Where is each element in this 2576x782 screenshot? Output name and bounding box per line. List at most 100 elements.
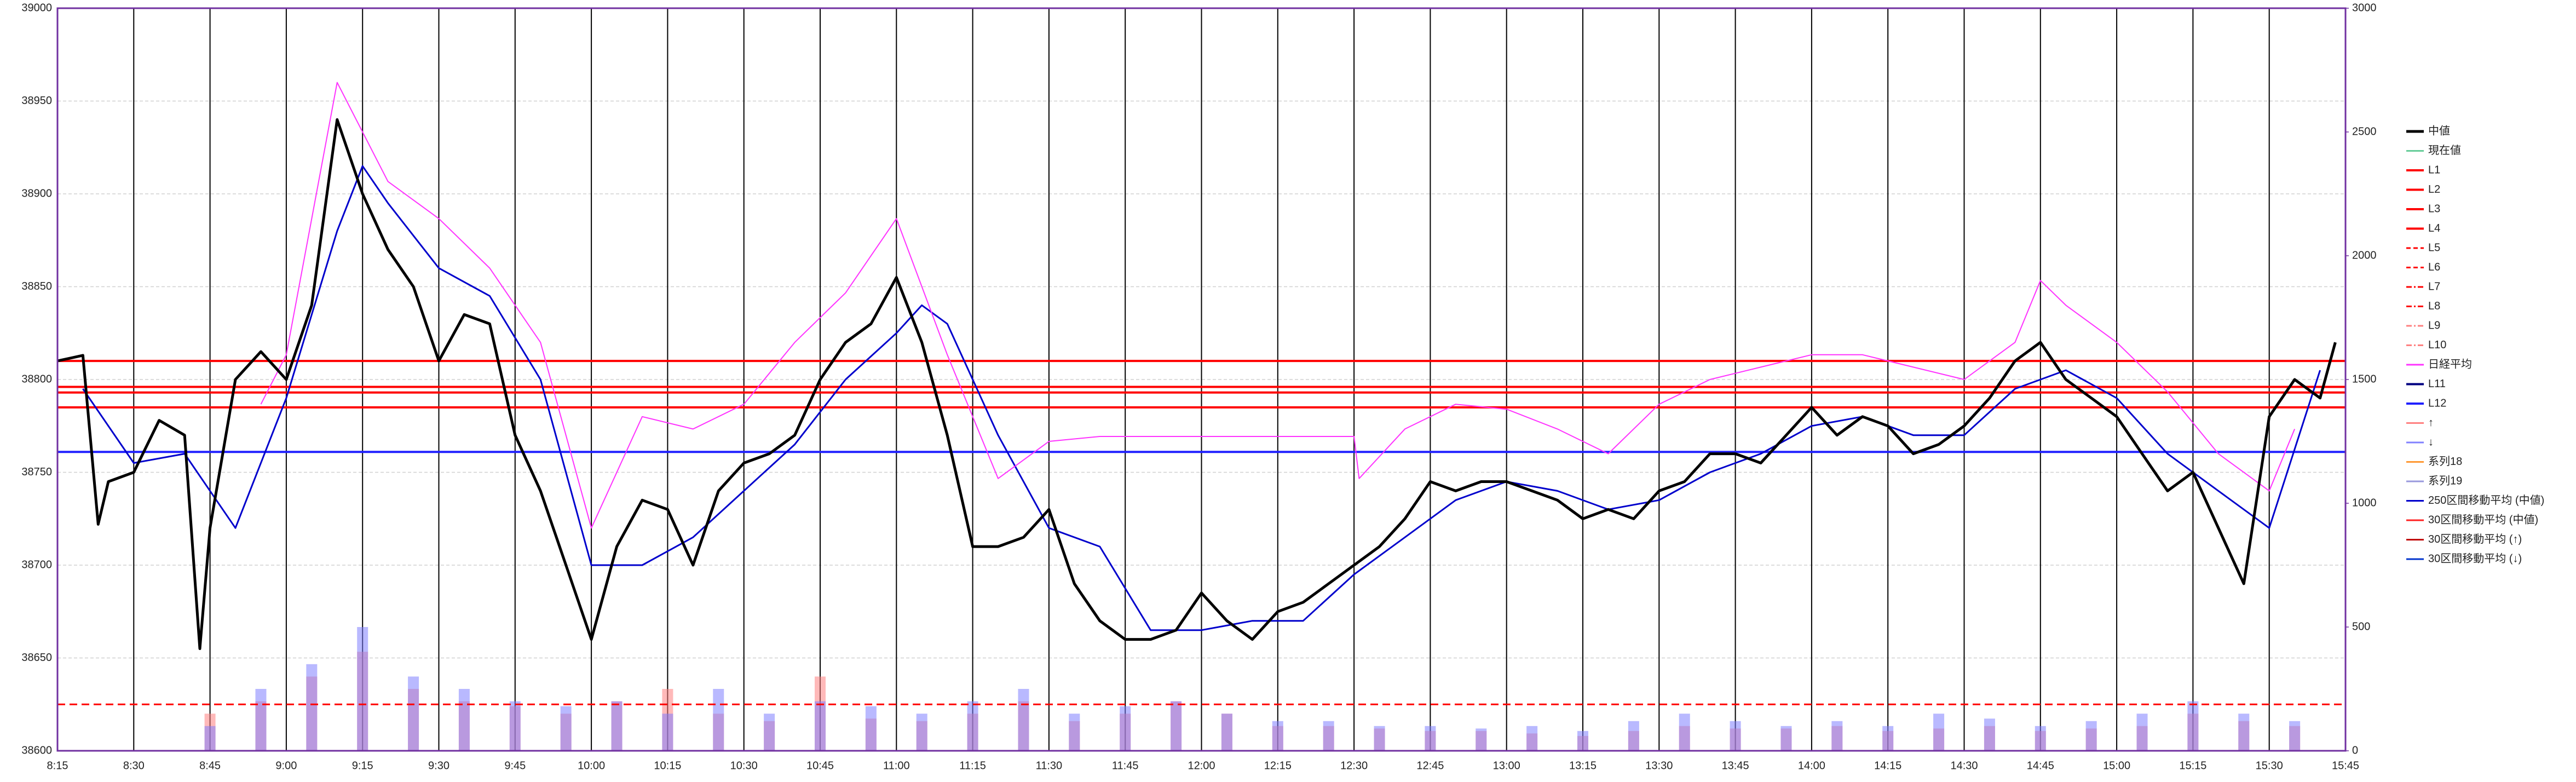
volume-bar [2136, 714, 2148, 751]
x-tick-label: 11:30 [1036, 760, 1063, 772]
y2-tick-label: 3000 [2352, 2, 2377, 14]
volume-bar [1526, 726, 1538, 751]
volume-bar [408, 676, 419, 751]
volume-bar [611, 701, 623, 751]
x-tick-label: 10:00 [578, 760, 605, 772]
volume-bar [713, 689, 724, 751]
x-tick-label: 13:30 [1645, 760, 1673, 772]
legend-label: ↓ [2428, 436, 2434, 448]
volume-bar [1730, 721, 1741, 751]
volume-bar [255, 689, 267, 751]
legend-label: L10 [2428, 339, 2446, 351]
x-tick-label: 12:45 [1416, 760, 1444, 772]
x-tick-label: 9:45 [504, 760, 526, 772]
y-tick-label: 38700 [21, 559, 52, 571]
volume-bar [1018, 689, 1029, 751]
y-tick-label: 38950 [21, 95, 52, 107]
y2-tick-label: 2000 [2352, 249, 2377, 261]
volume-bar [1933, 714, 1945, 751]
y2-tick-label: 1000 [2352, 497, 2377, 509]
volume-bar [1221, 714, 1232, 751]
volume-bar [916, 714, 927, 751]
volume-bar [2289, 721, 2301, 751]
y-tick-label: 39000 [21, 2, 52, 14]
series-line [260, 82, 2296, 529]
volume-bar [357, 627, 368, 751]
x-tick-label: 15:45 [2332, 760, 2359, 772]
x-tick-label: 11:00 [883, 760, 910, 772]
x-tick-label: 8:15 [47, 760, 68, 772]
x-tick-label: 11:45 [1112, 760, 1139, 772]
volume-bar [1780, 726, 1792, 751]
x-tick-label: 10:45 [806, 760, 834, 772]
volume-bar [1120, 706, 1131, 751]
x-tick-label: 14:45 [2027, 760, 2054, 772]
legend-label: 中値 [2428, 124, 2450, 137]
legend-label: 30区間移動平均 (中値) [2428, 513, 2538, 526]
legend-label: 250区間移動平均 (中値) [2428, 494, 2544, 507]
legend-label: 系列19 [2428, 474, 2462, 487]
y-tick-label: 38850 [21, 280, 52, 292]
volume-bar [1272, 721, 1283, 751]
legend-label: L1 [2428, 164, 2440, 176]
volume-bar [1831, 721, 1843, 751]
volume-bar [1374, 726, 1385, 751]
legend-label: L11 [2428, 378, 2446, 390]
x-tick-label: 13:00 [1493, 760, 1520, 772]
x-tick-label: 8:30 [123, 760, 145, 772]
x-tick-label: 14:30 [1950, 760, 1978, 772]
y-tick-label: 38800 [21, 373, 52, 385]
volume-bar [1476, 728, 1487, 751]
x-tick-label: 8:45 [199, 760, 221, 772]
volume-bar [1679, 714, 1690, 751]
legend-label: 30区間移動平均 (↑) [2428, 533, 2522, 545]
x-tick-label: 9:30 [428, 760, 449, 772]
volume-bar [2035, 726, 2046, 751]
x-tick-label: 12:15 [1264, 760, 1292, 772]
volume-bar [204, 726, 216, 751]
y-tick-label: 38600 [21, 744, 52, 756]
y-tick-label: 38650 [21, 652, 52, 664]
series-line [57, 118, 2337, 650]
volume-bar [662, 714, 673, 751]
legend-label: L7 [2428, 280, 2440, 292]
y2-tick-label: 2500 [2352, 125, 2377, 137]
x-tick-label: 11:15 [959, 760, 986, 772]
volume-bar [1984, 718, 1995, 751]
x-tick-label: 9:00 [275, 760, 297, 772]
x-tick-label: 14:15 [1874, 760, 1901, 772]
legend-label: 現在値 [2428, 144, 2461, 157]
volume-bar [2238, 714, 2250, 751]
y-tick-label: 38900 [21, 187, 52, 199]
legend-label: L12 [2428, 397, 2446, 409]
y2-tick-label: 0 [2352, 744, 2358, 756]
volume-bar [1882, 726, 1894, 751]
legend-label: L8 [2428, 300, 2440, 312]
volume-bar [560, 706, 572, 751]
legend-label: L4 [2428, 222, 2440, 234]
legend-label: 系列18 [2428, 455, 2462, 468]
x-tick-label: 12:00 [1188, 760, 1215, 772]
volume-bar [509, 701, 521, 751]
volume-bar [815, 701, 826, 751]
y2-tick-label: 1500 [2352, 373, 2377, 385]
x-tick-label: 10:15 [654, 760, 681, 772]
x-tick-label: 10:30 [730, 760, 758, 772]
x-tick-label: 15:15 [2179, 760, 2206, 772]
legend-label: 30区間移動平均 (↓) [2428, 552, 2522, 565]
volume-bar [1577, 731, 1588, 751]
volume-bar [1425, 726, 1436, 751]
volume-bar [458, 689, 470, 751]
legend-label: L5 [2428, 242, 2440, 254]
volume-bar [2187, 701, 2199, 751]
series-line [82, 165, 2321, 631]
volume-bar [865, 706, 877, 751]
x-tick-label: 13:45 [1722, 760, 1749, 772]
y-tick-label: 38750 [21, 466, 52, 478]
volume-bar [967, 701, 978, 751]
volume-bar [306, 664, 318, 751]
legend-label: L6 [2428, 261, 2440, 273]
x-tick-label: 14:00 [1798, 760, 1825, 772]
